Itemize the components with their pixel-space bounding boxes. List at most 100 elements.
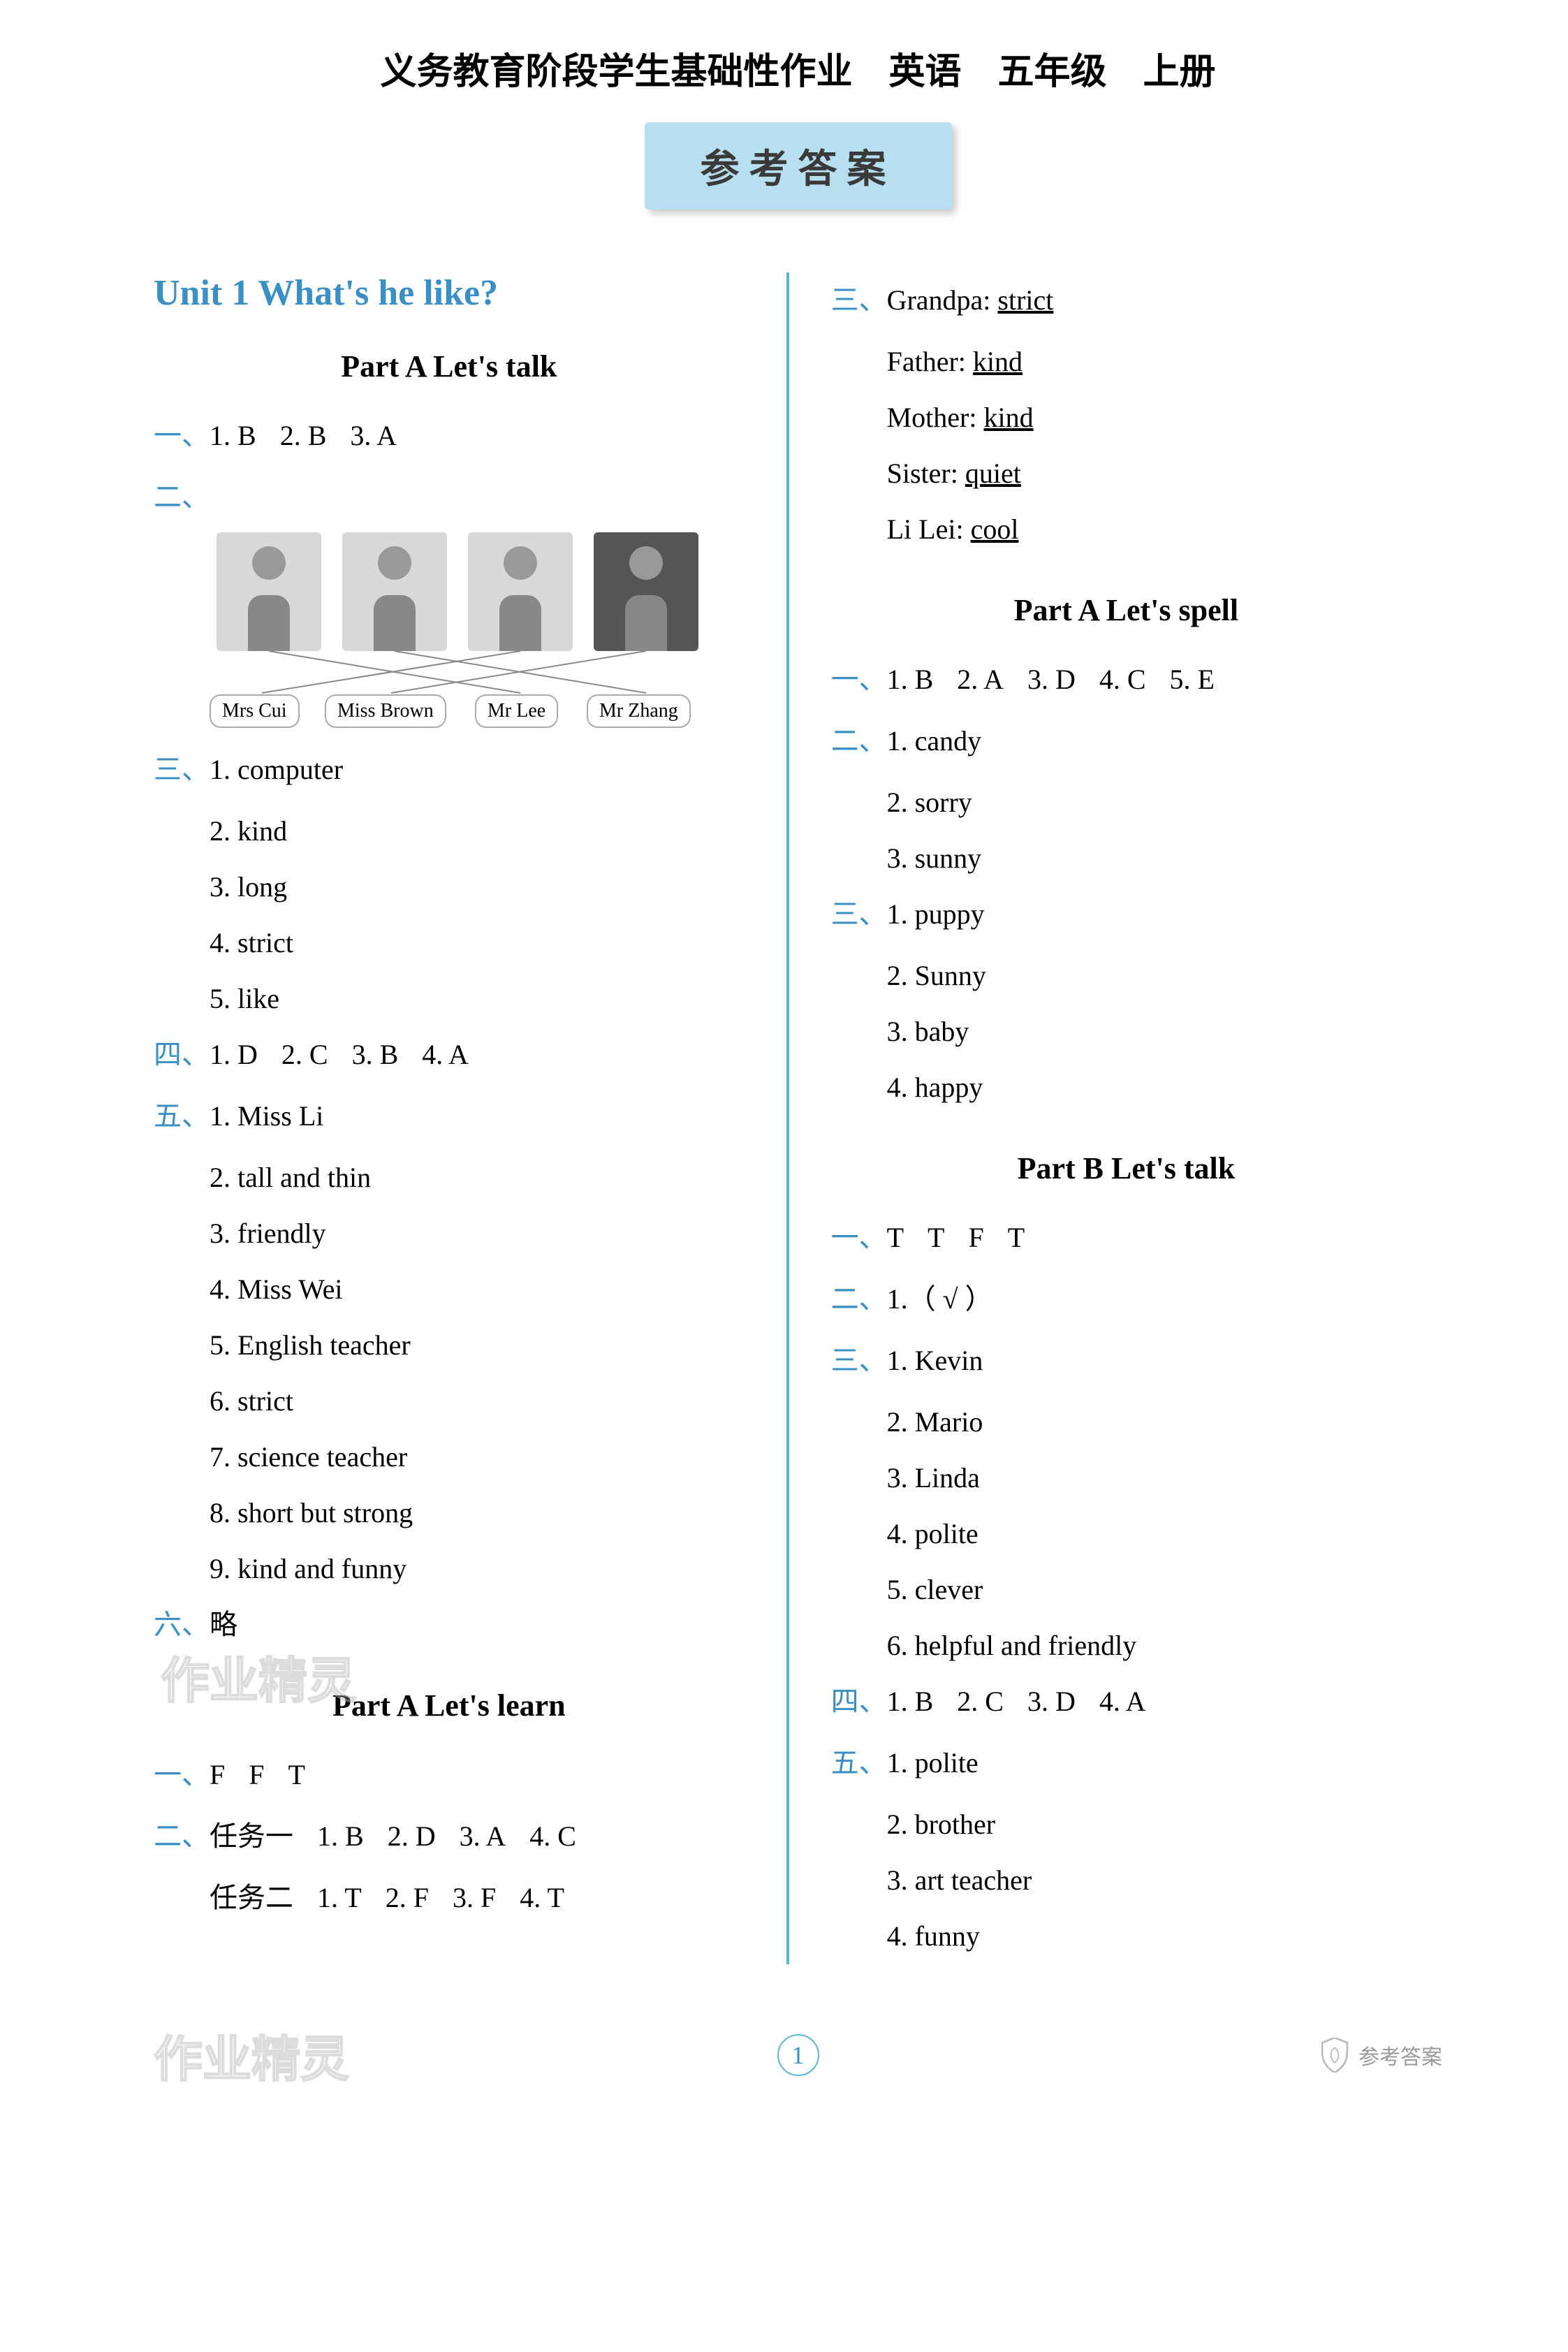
- item: 3. D: [1027, 1674, 1076, 1730]
- marker-two: 二、: [831, 713, 887, 769]
- matching-diagram: Mrs Cui Miss Brown Mr Lee Mr Zhang: [210, 532, 698, 728]
- b-q5-first: 1. polite: [887, 1735, 1422, 1791]
- spell-q2-list: 2. sorry 3. sunny: [887, 775, 1422, 886]
- list-item: 6. strict: [210, 1373, 745, 1429]
- name-box: Mr Zhang: [587, 694, 691, 728]
- right-q3: 三、 Grandpa: strict: [831, 272, 1422, 328]
- marker-three: 三、: [831, 1333, 887, 1389]
- list-item: 3. long: [210, 859, 745, 915]
- spell-q1: 一、 1. B 2. A 3. D 4. C 5. E: [831, 652, 1422, 708]
- marker-six: 六、: [154, 1597, 210, 1653]
- pair-label: Father:: [887, 346, 966, 377]
- pair-first: Grandpa: strict: [887, 272, 1422, 328]
- learn-q2-task2: 任务二 1. T 2. F 3. F 4. T: [154, 1870, 745, 1926]
- unit-title: Unit 1 What's he like?: [154, 272, 745, 314]
- marker-one: 一、: [831, 1210, 887, 1266]
- q4-item: 3. B: [352, 1027, 399, 1083]
- b-q3-list: 2. Mario 3. Linda 4. polite 5. clever 6.…: [887, 1394, 1422, 1674]
- list-item: 4. happy: [887, 1060, 1422, 1116]
- item: 2. C: [957, 1674, 1004, 1730]
- spell-q3: 三、 1. puppy: [831, 886, 1422, 942]
- b-q4-body: 1. B 2. C 3. D 4. A: [887, 1674, 1422, 1730]
- name-box: Miss Brown: [325, 694, 446, 728]
- section-heading-part-a-learn: Part A Let's learn: [154, 1688, 745, 1723]
- b-q3-first: 1. Kevin: [887, 1333, 1422, 1389]
- marker-three: 三、: [831, 886, 887, 942]
- q4-item: 1. D: [210, 1027, 258, 1083]
- item: 1. B: [887, 652, 934, 708]
- task-label: 任务二: [210, 1870, 293, 1926]
- b-q3: 三、 1. Kevin: [831, 1333, 1422, 1389]
- list-item: 4. funny: [887, 1908, 1422, 1964]
- task-item: 4. T: [520, 1870, 564, 1926]
- tf-item: F: [210, 1747, 225, 1803]
- b-q1: 一、 T T F T: [831, 1210, 1422, 1266]
- pair-value: kind: [983, 402, 1033, 433]
- column-divider: [786, 272, 789, 1964]
- task-item: 3. F: [453, 1870, 496, 1926]
- list-item: 8. short but strong: [210, 1485, 745, 1541]
- list-item: 2. brother: [887, 1797, 1422, 1853]
- item: 4. C: [1099, 652, 1146, 708]
- b-q4: 四、 1. B 2. C 3. D 4. A: [831, 1674, 1422, 1730]
- q5-list: 2. tall and thin 3. friendly 4. Miss Wei…: [210, 1150, 745, 1597]
- marker-two: 二、: [154, 1809, 210, 1864]
- list-item: 2. Mario: [887, 1394, 1422, 1450]
- answer-row-q6: 六、 略: [154, 1597, 745, 1653]
- q1-body: 1. B 2. B 3. A: [210, 408, 745, 464]
- q1-item: 2. B: [280, 408, 327, 464]
- list-item: 4. Miss Wei: [210, 1262, 745, 1317]
- answer-row-q2: 二、: [154, 469, 745, 525]
- marker-four: 四、: [154, 1027, 210, 1083]
- pair-row: Li Lei: cool: [887, 502, 1422, 557]
- spell-q2-first: 1. candy: [887, 713, 1422, 769]
- pair-value: strict: [997, 284, 1053, 316]
- learn-q1-body: F F T: [210, 1747, 745, 1803]
- list-item: 7. science teacher: [210, 1429, 745, 1485]
- marker-five: 五、: [831, 1735, 887, 1791]
- content-columns: Unit 1 What's he like? Part A Let's talk…: [154, 272, 1442, 1964]
- pair-label: Grandpa:: [887, 284, 991, 316]
- section-heading-part-b-talk: Part B Let's talk: [831, 1151, 1422, 1186]
- tf-item: F: [968, 1210, 983, 1266]
- banner-title: 参考答案: [645, 122, 952, 210]
- q3-list: 2. kind 3. long 4. strict 5. like: [210, 803, 745, 1027]
- answer-row-q5: 五、 1. Miss Li: [154, 1088, 745, 1144]
- item: 5. E: [1170, 652, 1215, 708]
- q4-item: 4. A: [422, 1027, 469, 1083]
- column-right: 三、 Grandpa: strict Father: kind Mother: …: [803, 272, 1422, 1964]
- name-box: Mr Lee: [475, 694, 558, 728]
- list-item: 4. strict: [210, 915, 745, 971]
- list-item: 9. kind and funny: [210, 1541, 745, 1597]
- banner-container: 参考答案: [154, 122, 1442, 210]
- task-item: 1. B: [317, 1809, 364, 1864]
- task-item: 1. T: [317, 1870, 362, 1926]
- q4-item: 2. C: [281, 1027, 328, 1083]
- list-item: 6. helpful and friendly: [887, 1618, 1422, 1674]
- tf-item: T: [288, 1747, 305, 1803]
- item: 2. A: [957, 652, 1004, 708]
- pair-label: Sister:: [887, 458, 958, 489]
- footer-label: 参考答案: [1358, 2040, 1442, 2070]
- pair-value: cool: [971, 513, 1019, 545]
- q3-first: 1. computer: [210, 742, 745, 798]
- q5-first: 1. Miss Li: [210, 1088, 745, 1144]
- answer-row-q1: 一、 1. B 2. B 3. A: [154, 408, 745, 464]
- name-box: Mrs Cui: [210, 694, 300, 728]
- spell-q1-body: 1. B 2. A 3. D 4. C 5. E: [887, 652, 1422, 708]
- pair-row: Father: kind: [887, 334, 1422, 390]
- b-q5-list: 2. brother 3. art teacher 4. funny: [887, 1797, 1422, 1964]
- answer-row-q4: 四、 1. D 2. C 3. B 4. A: [154, 1027, 745, 1083]
- q6-body: 略: [210, 1597, 745, 1653]
- item: 1. B: [887, 1674, 934, 1730]
- b-q5: 五、 1. polite: [831, 1735, 1422, 1791]
- pair-value: quiet: [965, 458, 1021, 489]
- marker-one: 一、: [154, 408, 210, 464]
- list-item: 2. kind: [210, 803, 745, 859]
- pair-row: Sister: quiet: [887, 446, 1422, 502]
- spell-q3-first: 1. puppy: [887, 886, 1422, 942]
- list-item: 3. baby: [887, 1004, 1422, 1060]
- list-item: 5. like: [210, 971, 745, 1027]
- q1-item: 3. A: [350, 408, 397, 464]
- pair-label: Mother:: [887, 402, 977, 433]
